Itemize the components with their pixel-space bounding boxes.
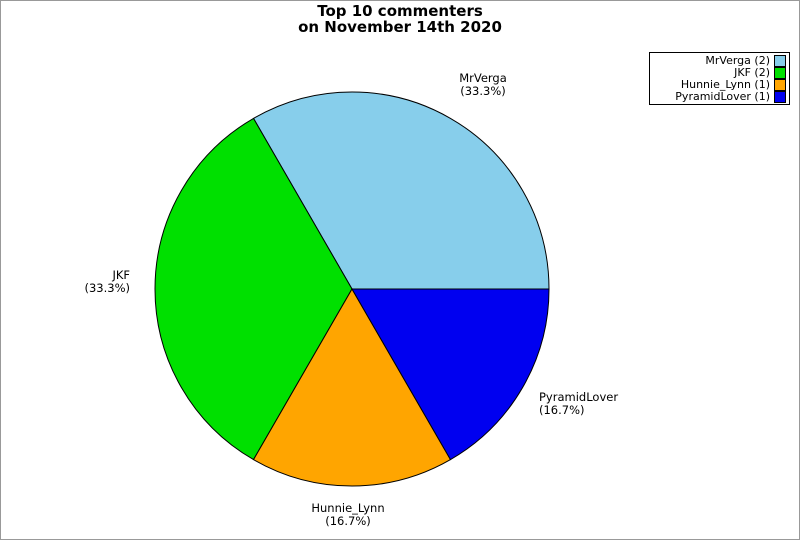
legend-swatch (774, 90, 786, 103)
pie-slice-PyramidLover (351, 288, 550, 461)
slice-label-Hunnie_Lynn: Hunnie_Lynn (16.7%) (311, 502, 384, 528)
slice-label-PyramidLover: PyramidLover (16.7%) (539, 391, 618, 417)
legend-label: PyramidLover (1) (675, 89, 770, 103)
slice-label-name: MrVerga (459, 71, 507, 85)
chart-title-line-2: on November 14th 2020 (298, 18, 502, 36)
legend-row-Hunnie_Lynn: Hunnie_Lynn (1) (650, 77, 786, 91)
legend-row-MrVerga: MrVerga (2) (650, 53, 786, 67)
pie-slice-MrVerga (252, 91, 550, 290)
slice-label-name: Hunnie_Lynn (311, 501, 385, 515)
slice-label-percent: (33.3%) (84, 281, 130, 295)
legend-label: MrVerga (2) (705, 53, 770, 67)
slice-label-name: PyramidLover (539, 390, 619, 404)
slice-label-name: JKF (112, 268, 130, 282)
slice-label-percent: (16.7%) (325, 514, 371, 528)
slice-label-percent: (33.3%) (460, 84, 506, 98)
legend-row-JKF: JKF (2) (650, 65, 786, 79)
legend-label: Hunnie_Lynn (1) (680, 77, 770, 91)
legend-rows: MrVerga (2) JKF (2) Hunnie_Lynn (1) Pyramid… (650, 53, 786, 103)
legend-label: JKF (2) (734, 65, 770, 79)
chart-title: Top 10 commenters on November 14th 2020 (1, 3, 799, 35)
slice-label-JKF: JKF (33.3%) (84, 269, 130, 295)
chart-title-line-1: Top 10 commenters (317, 2, 483, 20)
legend-swatch (774, 54, 786, 67)
legend: MrVerga (2) JKF (2) Hunnie_Lynn (1) Pyramid… (649, 52, 790, 105)
slice-label-MrVerga: MrVerga (33.3%) (459, 72, 507, 98)
legend-row-PyramidLover: PyramidLover (1) (650, 89, 786, 103)
slice-label-percent: (16.7%) (539, 403, 585, 417)
legend-swatch (774, 78, 786, 91)
pie-slice-Hunnie_Lynn (252, 287, 452, 487)
legend-swatch (774, 66, 786, 79)
